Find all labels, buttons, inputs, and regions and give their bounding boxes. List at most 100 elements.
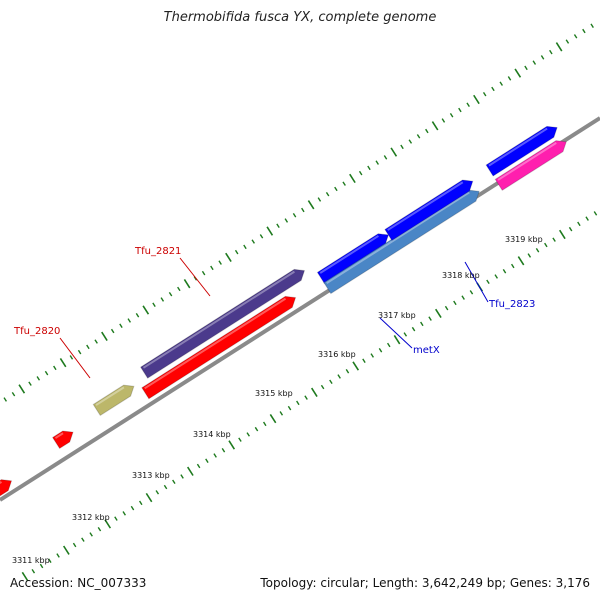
lower-tick [89,532,93,537]
lower-tick [180,474,184,479]
upper-tick [201,270,206,276]
upper-tick [416,134,421,139]
lower-tick [62,545,70,555]
lower-tick [544,242,548,248]
scale-label: 3319 kbp [505,235,543,244]
gene-arrow-metx[interactable] [316,229,391,285]
upper-tick [44,370,49,376]
upper-tick [499,81,504,86]
upper-tick [301,207,305,213]
scale-label: 3317 kbp [378,311,416,320]
upper-tick [540,55,545,60]
lower-tick [461,295,465,300]
lower-tick [337,374,341,379]
upper-tick [383,155,388,160]
gene-features [0,122,569,498]
upper-tick [135,313,140,318]
upper-tick [36,376,41,381]
upper-tick [507,76,512,81]
upper-tick [210,265,214,271]
upper-tick [334,186,338,192]
scale-label: 3312 kbp [72,513,110,522]
lower-tick [378,347,383,353]
upper-tick [473,94,480,105]
upper-tick [266,226,274,236]
upper-tick [259,234,264,239]
lower-tick [552,237,556,242]
upper-tick [524,65,528,71]
tick-track-lower [21,211,598,582]
upper-tick [458,107,462,113]
upper-tick [342,181,346,186]
upper-tick [94,339,98,344]
upper-tick [317,197,322,202]
lower-tick [138,500,143,506]
map-title: Thermobifida fusca YX, complete genome [163,10,437,25]
upper-tick [441,118,446,123]
gene-arrow-tfu_2821[interactable] [141,292,299,400]
gene-arrow-tfu_2821_feature[interactable] [139,265,308,379]
scale-labels: 3311 kbp 3312 kbp 3313 kbp 3314 kbp 3315 kbp… [12,235,543,565]
upper-tick [565,39,570,44]
upper-tick [119,323,123,329]
lower-tick [469,290,474,295]
gene-label: Tfu_2821 [134,246,181,257]
lower-tick [304,395,308,400]
lower-tick [386,342,391,348]
upper-tick [431,121,439,131]
lower-tick [254,426,259,432]
upper-tick [152,302,156,307]
upper-tick [183,279,191,289]
lower-tick [287,405,292,411]
lower-tick [494,274,498,279]
lower-tick [56,553,60,558]
accession-text: Accession: NC_007333 [10,576,147,590]
scale-label: 3314 kbp [193,430,231,439]
scale-label: 3311 kbp [12,556,50,565]
gene-arrow-tfu_2820[interactable] [51,427,77,450]
lower-tick [517,256,525,266]
lower-tick [352,361,360,371]
gene-arrow-tfu_2819[interactable] [0,475,15,498]
upper-tick [482,91,487,97]
lower-tick [310,387,318,397]
scale-label: 3313 kbp [132,471,170,480]
upper-tick [110,328,115,334]
lower-tick [428,316,432,321]
lower-tick [155,490,160,495]
lower-tick [329,379,333,385]
upper-tick [69,355,74,360]
gene-arrow-tfu_2824[interactable] [485,122,560,177]
gene-arrow-tfu_2823[interactable] [384,176,476,242]
scale-label: 3315 kbp [255,389,293,398]
upper-tick [18,384,26,394]
upper-tick [276,223,280,229]
lower-tick [238,437,242,442]
gene-label: metX [413,345,440,356]
upper-tick [177,286,181,292]
lower-tick [262,421,267,427]
lower-tick [403,332,408,337]
upper-tick [349,173,356,184]
lower-tick [320,384,325,390]
lower-tick [163,484,168,490]
lower-tick [269,413,277,424]
upper-tick [375,160,380,165]
upper-tick [549,49,553,55]
lower-tick [296,400,300,406]
lower-tick [420,321,424,327]
upper-tick [367,165,371,171]
gene-label-leader [59,337,91,379]
upper-tick [28,381,32,386]
lower-tick [228,440,236,450]
lower-tick [585,216,589,221]
gene-arrow-tfu_2824_feature[interactable] [494,136,569,191]
lower-tick [486,279,490,285]
topology-text: Topology: circular; Length: 3,642,249 bp… [260,576,590,590]
upper-tick [168,291,173,297]
upper-tick [514,68,522,78]
gene-arrow-tfu_2820_feature[interactable] [92,381,137,417]
upper-tick [532,60,537,65]
upper-tick [449,113,454,118]
